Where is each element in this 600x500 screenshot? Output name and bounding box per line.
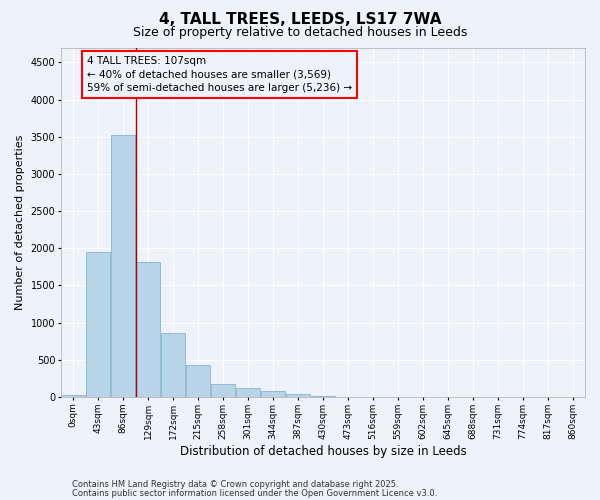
Bar: [186, 365, 210, 397]
Bar: [261, 391, 285, 397]
Bar: [161, 333, 185, 397]
Bar: [136, 262, 160, 397]
Bar: [286, 394, 310, 397]
Text: Contains HM Land Registry data © Crown copyright and database right 2025.: Contains HM Land Registry data © Crown c…: [72, 480, 398, 489]
X-axis label: Distribution of detached houses by size in Leeds: Distribution of detached houses by size …: [179, 444, 466, 458]
Bar: [236, 388, 260, 397]
Bar: [211, 384, 235, 397]
Bar: [311, 396, 335, 397]
Bar: [61, 395, 85, 397]
Text: Size of property relative to detached houses in Leeds: Size of property relative to detached ho…: [133, 26, 467, 39]
Y-axis label: Number of detached properties: Number of detached properties: [15, 134, 25, 310]
Text: 4, TALL TREES, LEEDS, LS17 7WA: 4, TALL TREES, LEEDS, LS17 7WA: [159, 12, 441, 28]
Bar: [86, 252, 110, 397]
Bar: [112, 136, 135, 397]
Text: Contains public sector information licensed under the Open Government Licence v3: Contains public sector information licen…: [72, 488, 437, 498]
Text: 4 TALL TREES: 107sqm
← 40% of detached houses are smaller (3,569)
59% of semi-de: 4 TALL TREES: 107sqm ← 40% of detached h…: [87, 56, 352, 93]
